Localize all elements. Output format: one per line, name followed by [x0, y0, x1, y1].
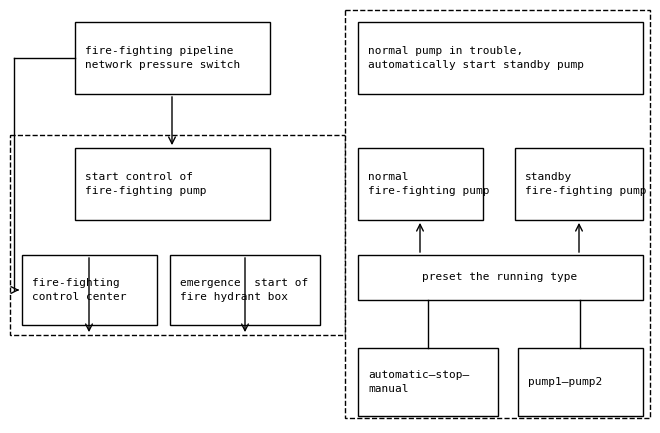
Bar [518, 348, 643, 416]
Text: fire-fighting pipeline
network pressure switch: fire-fighting pipeline network pressure … [85, 45, 240, 71]
Bar [358, 22, 643, 94]
Bar [22, 255, 157, 325]
Text: normal pump in trouble,
automatically start standby pump: normal pump in trouble, automatically st… [368, 45, 584, 71]
Bar [10, 135, 345, 335]
Bar [358, 255, 643, 300]
Text: preset the running type: preset the running type [422, 272, 578, 282]
Bar [75, 22, 270, 94]
Bar [75, 148, 270, 220]
Bar [358, 148, 483, 220]
Text: emergence  start of
fire hydrant box: emergence start of fire hydrant box [180, 278, 308, 302]
Text: automatic—stop—
manual: automatic—stop— manual [368, 370, 469, 394]
Text: pump1—pump2: pump1—pump2 [528, 377, 602, 387]
Text: standby
fire-fighting pump: standby fire-fighting pump [525, 171, 647, 197]
Text: normal
fire-fighting pump: normal fire-fighting pump [368, 171, 490, 197]
Bar [170, 255, 320, 325]
Text: fire-fighting
control center: fire-fighting control center [32, 278, 127, 302]
Bar [358, 348, 498, 416]
Bar [345, 10, 650, 418]
Bar [515, 148, 643, 220]
Text: start control of
fire-fighting pump: start control of fire-fighting pump [85, 171, 207, 197]
